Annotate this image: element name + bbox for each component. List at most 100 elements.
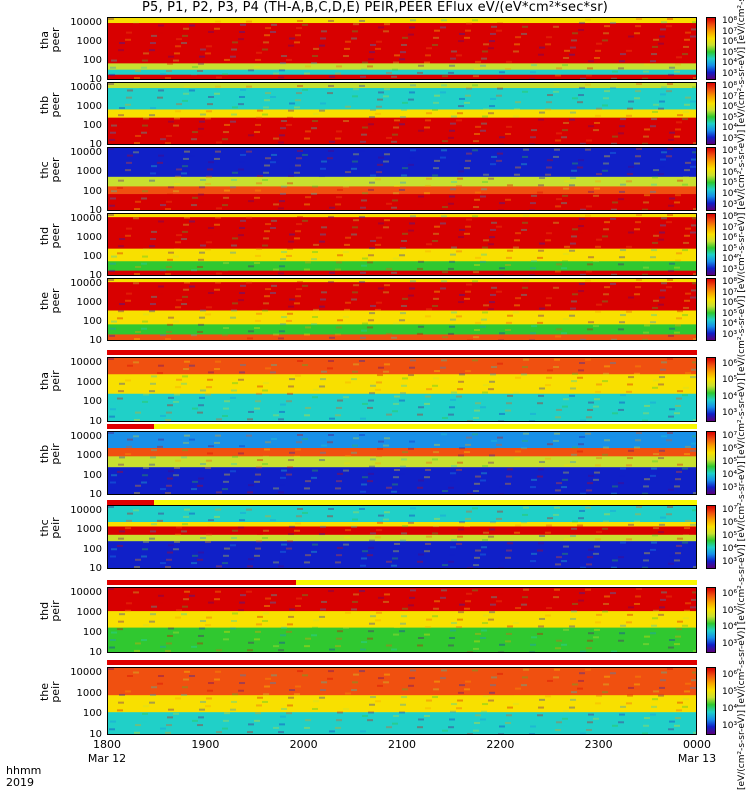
spectrogram-speckle [434,29,440,32]
spectrogram-speckle [386,267,392,270]
spectrogram-speckle [392,641,398,644]
spectrogram-speckle [585,588,591,591]
spectrogram-speckle [555,563,561,566]
spectrogram-speckle [255,254,261,257]
spectrogram-speckle [134,731,140,734]
spectrogram-speckle [408,374,414,377]
colorbar-tick-label: 10⁵ [722,605,738,616]
spectrogram-band [108,448,696,457]
spectrogram-speckle [376,171,382,174]
spectrogram-speckle [660,28,666,31]
spectrogram-speckle [377,684,383,687]
spectrogram-speckle [280,403,286,406]
spectrogram-speckle [677,701,683,704]
spectrogram-speckle [506,60,512,63]
spectrogram-speckle [118,114,124,117]
spectrogram-speckle [667,588,673,590]
spectrogram-speckle [173,59,179,62]
spectrogram-speckle [263,171,269,174]
colorbar-tick-label: 10⁸ [722,81,738,92]
spectrogram-speckle [653,299,659,302]
spectrogram-speckle [684,527,690,530]
spectrogram-speckle [602,380,608,383]
spectrogram-speckle [158,364,164,367]
spectrogram-speckle [329,730,335,733]
spectrogram-speckle [513,622,519,625]
spectrogram-speckle [230,120,236,123]
spectrogram-speckle [402,607,408,610]
spectrogram-speckle [539,46,545,49]
colorbar [706,213,716,276]
spectrogram-speckle [368,472,374,475]
spectrogram-speckle [651,705,657,708]
spectrogram-speckle [570,307,576,310]
y-tick-label: 1000 [76,687,102,699]
spectrogram-speckle [555,416,561,419]
spectrogram-speckle [464,167,470,170]
spectrogram-speckle [391,417,397,420]
spectrogram-speckle [262,48,268,51]
spectrogram-speckle [620,541,626,544]
spectrogram-speckle [207,234,213,237]
spectrogram-speckle [215,590,221,593]
spectrogram-speckle [199,55,205,58]
spectrogram-speckle [480,195,486,198]
spectrogram-speckle [143,393,149,396]
spectrogram-speckle [643,643,649,646]
spectrogram-speckle [143,540,149,543]
spectrogram-speckle [288,240,294,243]
spectrogram-speckle [515,36,521,39]
spectrogram-band [108,23,696,64]
spectrogram-speckle [391,730,397,733]
spectrogram-speckle [182,230,188,233]
spectrogram-speckle [513,50,519,53]
y-tick-label: 10000 [70,430,102,442]
spectrogram-speckle [294,237,300,240]
spectrogram-speckle [271,511,277,514]
spectrogram-speckle [473,416,479,419]
spectrogram-speckle [481,472,487,475]
spectrogram-speckle [110,555,116,558]
spectrogram-speckle [183,441,189,444]
spectrogram-speckle [181,238,187,241]
spectrogram-speckle [168,708,174,711]
spectrogram-speckle [643,724,649,727]
spectrogram-speckle [620,467,626,470]
spectrogram-speckle [254,327,260,330]
spectrogram-speckle [370,304,376,307]
spectrogram-speckle [344,462,350,465]
spectrogram-speckle [618,482,624,485]
spectrogram-speckle [408,294,414,297]
spectrogram-speckle [496,370,502,373]
spectrogram-speckle [562,325,568,328]
spectrogram-speckle [450,472,456,475]
spectrogram-speckle [273,333,279,336]
spectrogram-speckle [208,601,214,604]
spectrogram-speckle [450,398,456,401]
spectrogram-speckle [294,693,300,696]
spectrogram-speckle [611,650,617,652]
spectrogram-speckle [360,75,366,78]
spectrogram-speckle [278,565,284,568]
y-tick-label: 10000 [70,667,102,679]
spectrogram-speckle [118,49,124,52]
spectrogram-speckle [668,562,674,565]
spectrogram-speckle [401,239,407,242]
spectrogram-speckle [457,47,463,50]
spectrogram-speckle [327,92,333,95]
spectrogram-speckle [335,333,341,336]
spectrogram-speckle [157,519,163,522]
spectrogram-speckle [553,221,559,224]
spectrogram-speckle [682,541,688,544]
spectrogram-image [108,432,696,494]
spectrogram-speckle [635,439,641,442]
spectrogram-speckle [200,700,206,703]
spectrogram-speckle [384,511,390,514]
spectrogram-speckle [118,537,124,540]
spectrogram-speckle [619,125,625,128]
spectrogram-speckle [295,34,301,37]
spectrogram-speckle [675,324,681,327]
spectrogram-speckle [669,131,675,134]
spectrogram-speckle [375,462,381,465]
spectrogram-speckle [165,273,171,275]
